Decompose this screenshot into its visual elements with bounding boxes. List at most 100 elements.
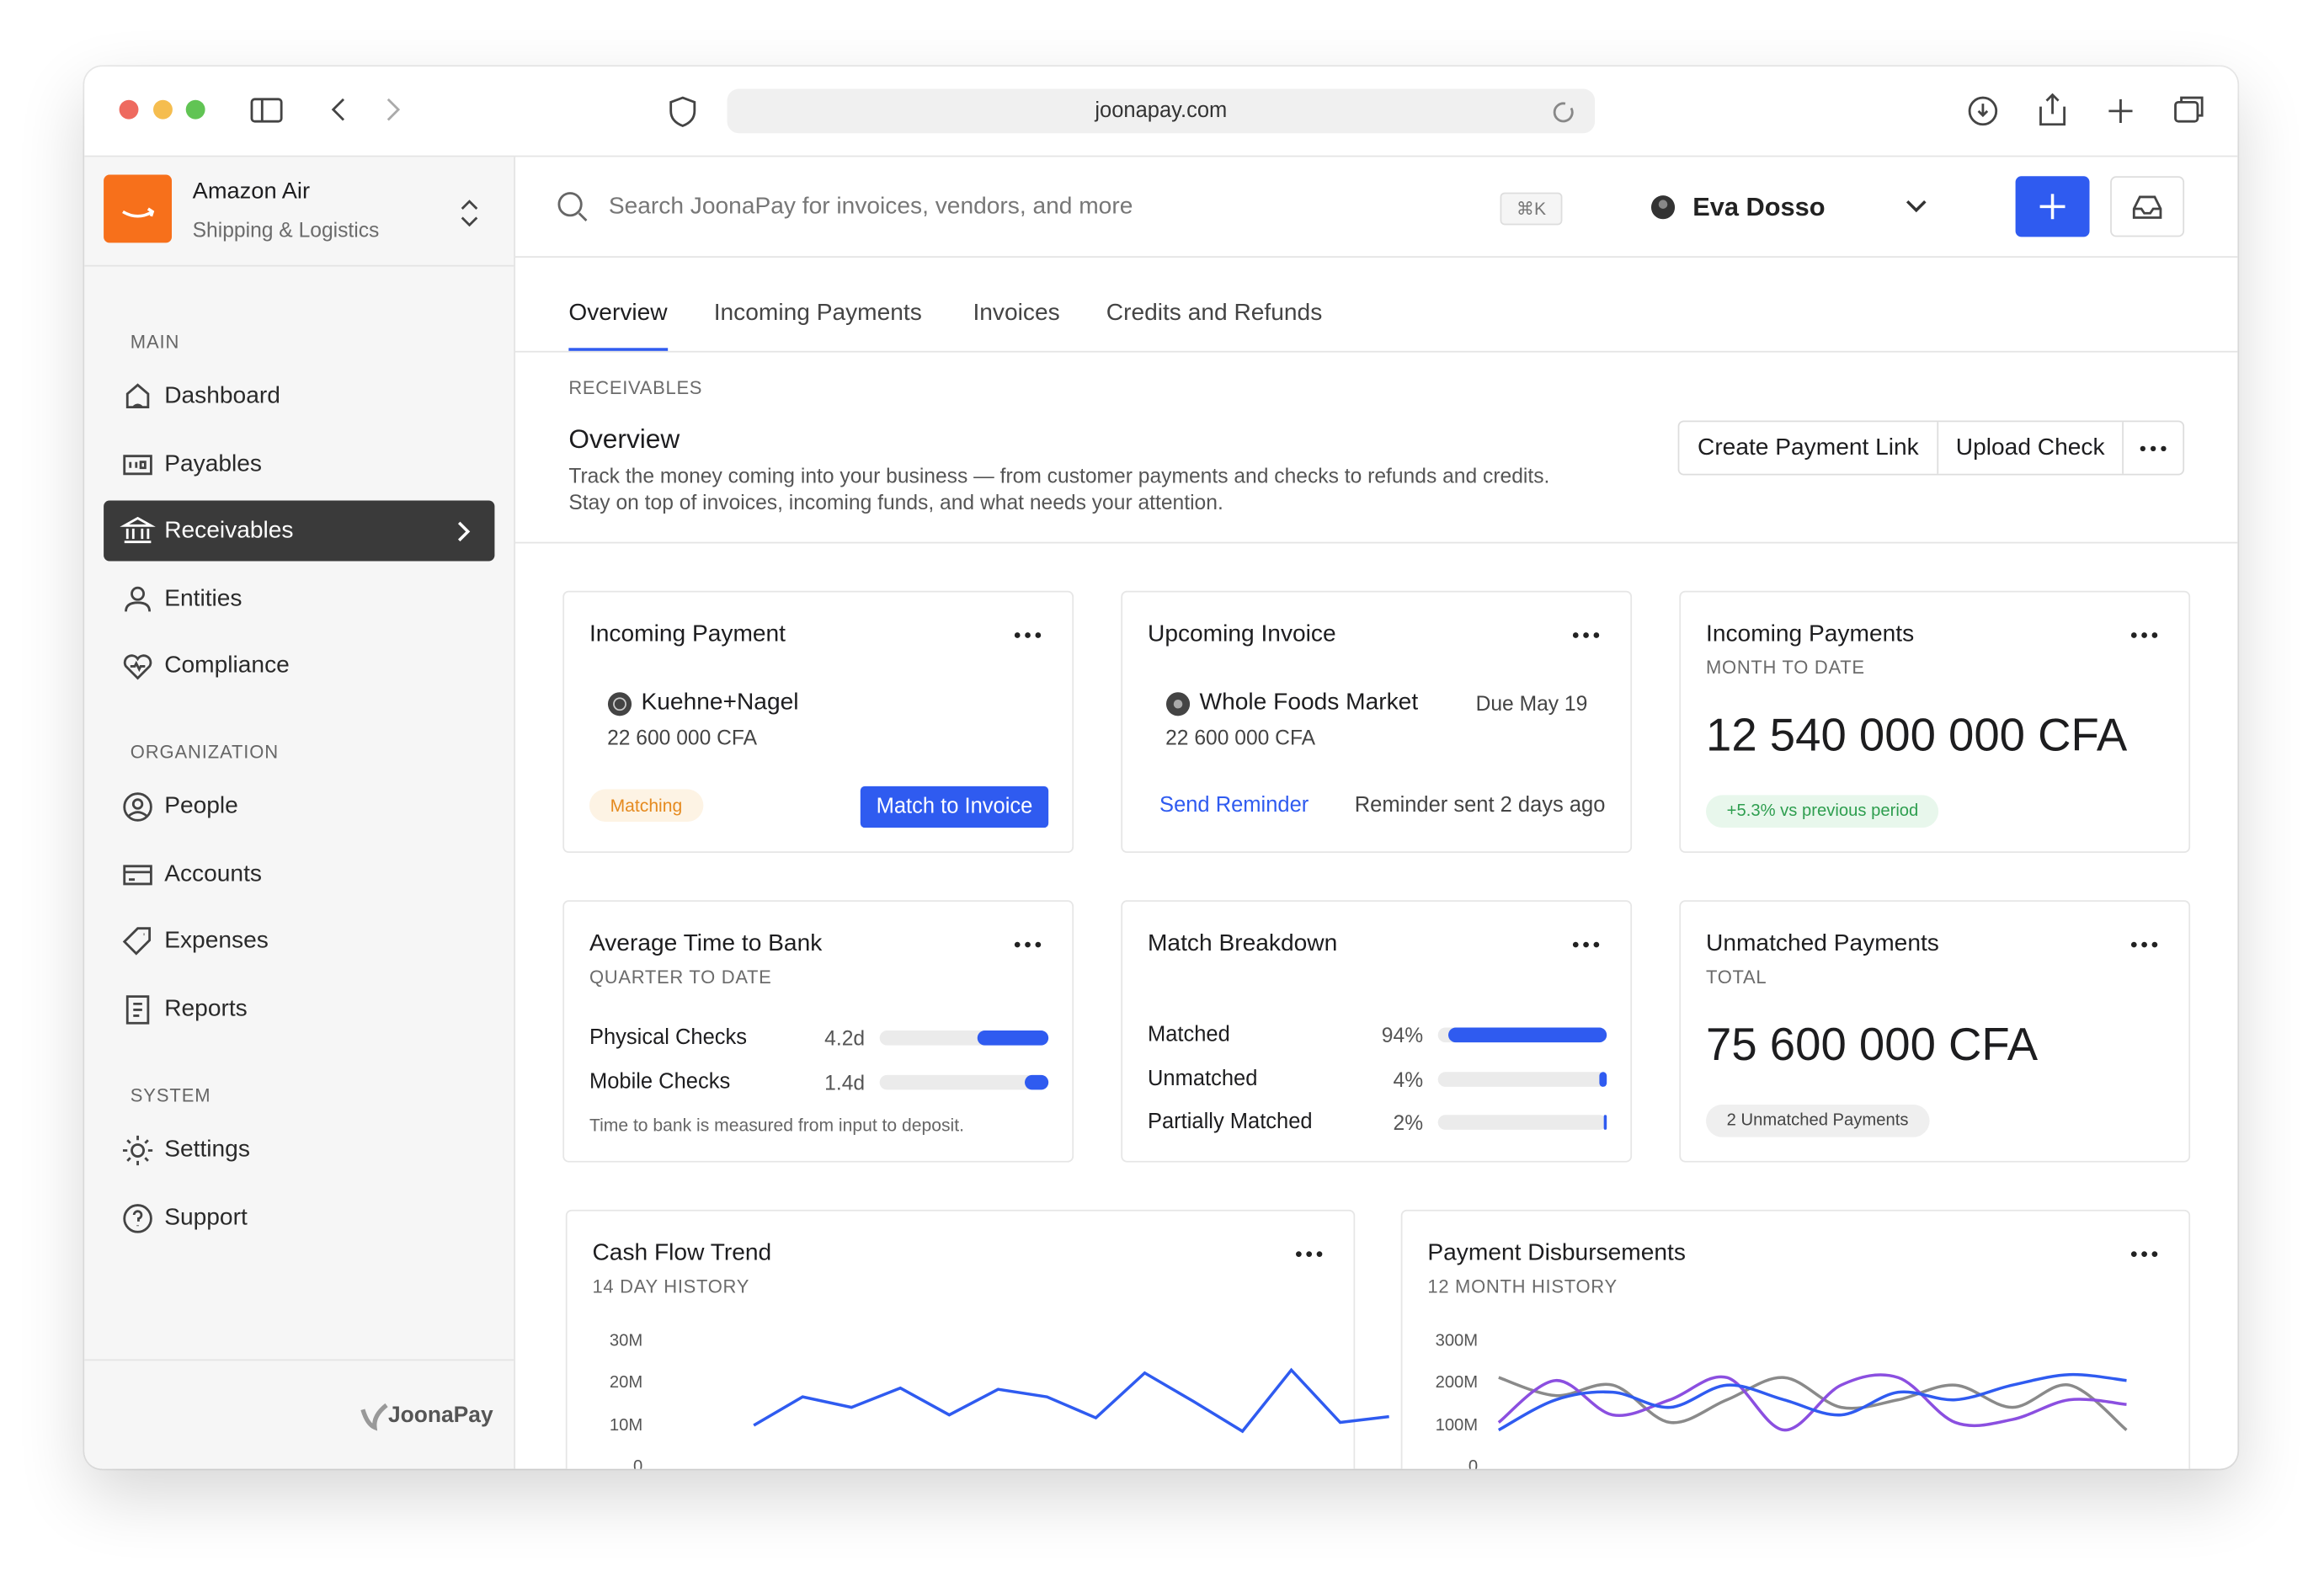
- due-date: Due May 19: [1475, 691, 1588, 716]
- card-menu[interactable]: [2125, 1243, 2164, 1265]
- note: Time to bank is measured from input to d…: [589, 1115, 964, 1136]
- y-tick-label: 200M: [1435, 1374, 1479, 1393]
- nav-item[interactable]: Expenses: [164, 928, 269, 954]
- nav-icon: [125, 585, 152, 611]
- card-title: Upcoming Invoice: [1147, 621, 1336, 647]
- trend-badge: +5.3% vs previous period: [1706, 795, 1939, 828]
- tab[interactable]: Incoming Payments: [713, 301, 922, 326]
- nav-icon: [122, 927, 152, 956]
- search-input[interactable]: Search JoonaPay for invoices, vendors, a…: [608, 194, 1133, 220]
- y-tick-label: 100M: [1435, 1416, 1479, 1435]
- page-title: Overview: [568, 423, 680, 455]
- switcher-icon[interactable]: [459, 199, 480, 228]
- amount: 22 600 000 CFA: [1165, 725, 1316, 749]
- top-bar: Search JoonaPay for invoices, vendors, a…: [515, 157, 2238, 258]
- more-button[interactable]: [2124, 422, 2183, 474]
- value-label: 4.2d: [824, 1025, 866, 1050]
- url[interactable]: joonapay.com: [1095, 99, 1228, 123]
- nav-item[interactable]: Payables: [164, 450, 262, 477]
- nav-icon: [125, 383, 150, 409]
- card-title: Unmatched Payments: [1706, 931, 1939, 957]
- match-button[interactable]: Match to Invoice: [860, 786, 1049, 828]
- bar-track: [1437, 1115, 1607, 1130]
- card-menu[interactable]: [2125, 935, 2164, 956]
- action-button[interactable]: Create Payment Link: [1697, 435, 1919, 461]
- company-logo: [104, 174, 173, 243]
- bar: [1600, 1071, 1607, 1087]
- tab[interactable]: Overview: [568, 301, 668, 326]
- y-tick-label: 0: [633, 1458, 643, 1469]
- nav-item[interactable]: Accounts: [164, 860, 262, 887]
- disbursements-card: Payment Disbursements 12 MONTH HISTORY 0…: [1400, 1209, 2191, 1469]
- card-subtitle: 12 MONTH HISTORY: [1427, 1275, 1618, 1297]
- nav-item[interactable]: Compliance: [164, 652, 290, 679]
- card-subtitle: 14 DAY HISTORY: [592, 1275, 750, 1297]
- bar: [1025, 1073, 1049, 1089]
- value-label: 1.4d: [824, 1069, 866, 1094]
- line: [753, 1367, 1389, 1434]
- row-label: Unmatched: [1147, 1067, 1258, 1091]
- card-title: Match Breakdown: [1147, 931, 1338, 957]
- nav-chevron: [457, 521, 471, 542]
- match-breakdown-card: Match Breakdown Matched 94% Unmatched 4% Par…: [1121, 900, 1633, 1163]
- tabs: Overview Incoming Payments Invoices Credits…: [515, 258, 2238, 353]
- inbox-button[interactable]: [2110, 176, 2185, 237]
- send-reminder[interactable]: Send Reminder: [1159, 793, 1309, 817]
- tab[interactable]: Invoices: [973, 301, 1060, 326]
- nav-item[interactable]: People: [164, 793, 238, 819]
- tab[interactable]: Credits and Refunds: [1106, 301, 1323, 326]
- card-menu[interactable]: [1009, 625, 1047, 646]
- card-menu[interactable]: [1009, 935, 1047, 956]
- bar-track: [879, 1073, 1049, 1089]
- card-menu[interactable]: [2125, 625, 2164, 646]
- time-to-bank-card: Average Time to Bank QUARTER TO DATE Tim…: [562, 900, 1074, 1163]
- shortcut: ⌘K: [1500, 192, 1563, 226]
- nav-icon: [125, 994, 150, 1024]
- card-menu[interactable]: [1290, 1243, 1329, 1265]
- nav-icon: [123, 792, 152, 822]
- value-label: 2%: [1393, 1110, 1424, 1135]
- nav-item[interactable]: Receivables: [164, 518, 294, 544]
- nav-active-bg: [104, 500, 495, 562]
- user-name[interactable]: Eva Dosso: [1692, 191, 1826, 221]
- company-name: Amazon Air: [192, 178, 311, 205]
- unmatched-payments-card: Unmatched Payments TOTAL 75 600 000 CFA …: [1679, 900, 2191, 1163]
- value-label: 4%: [1393, 1067, 1424, 1091]
- nav-item[interactable]: Support: [164, 1204, 248, 1230]
- nav-item[interactable]: Entities: [164, 585, 243, 611]
- nav-item[interactable]: Dashboard: [164, 383, 280, 409]
- nav-icon: [120, 516, 156, 544]
- eyebrow: RECEIVABLES: [568, 377, 703, 399]
- row-label: Physical Checks: [589, 1025, 748, 1050]
- big-value: 75 600 000 CFA: [1706, 1018, 2039, 1071]
- line: [1497, 1372, 2127, 1432]
- sidebar: Amazon Air Shipping & Logistics MAIN Dash…: [84, 157, 516, 1469]
- y-tick-label: 10M: [609, 1416, 643, 1435]
- card-subtitle: MONTH TO DATE: [1706, 657, 1865, 679]
- card-subtitle: TOTAL: [1706, 967, 1767, 988]
- big-value: 12 540 000 000 CFA: [1706, 709, 2128, 761]
- nav-item[interactable]: Settings: [164, 1137, 250, 1163]
- value-label: 94%: [1381, 1023, 1424, 1047]
- y-tick-label: 20M: [609, 1374, 643, 1393]
- line: [1497, 1373, 2127, 1432]
- y-tick-label: 0: [1468, 1458, 1479, 1469]
- action-button[interactable]: Upload Check: [1955, 435, 2105, 461]
- card-menu[interactable]: [1567, 935, 1606, 956]
- user-menu[interactable]: [1905, 197, 1928, 215]
- toolbar-icons: [119, 88, 2204, 134]
- card-menu[interactable]: [1567, 625, 1606, 646]
- nav-section-title: MAIN: [130, 331, 180, 353]
- nav-item[interactable]: Reports: [164, 995, 248, 1021]
- incoming-payments-card: Incoming Payments MONTH TO DATE 12 540 0…: [1679, 590, 2191, 854]
- add-button[interactable]: [2015, 176, 2090, 237]
- browser-window: joonapay.com Amazon Air Shipping & Logis…: [84, 67, 2238, 1469]
- nav-section-title: ORGANIZATION: [130, 742, 280, 763]
- bar-track: [1437, 1071, 1607, 1087]
- card-title: Incoming Payment: [589, 621, 786, 647]
- card-title: Average Time to Bank: [589, 931, 823, 957]
- nav-icon: [123, 454, 152, 475]
- nav-section-title: SYSTEM: [130, 1085, 211, 1106]
